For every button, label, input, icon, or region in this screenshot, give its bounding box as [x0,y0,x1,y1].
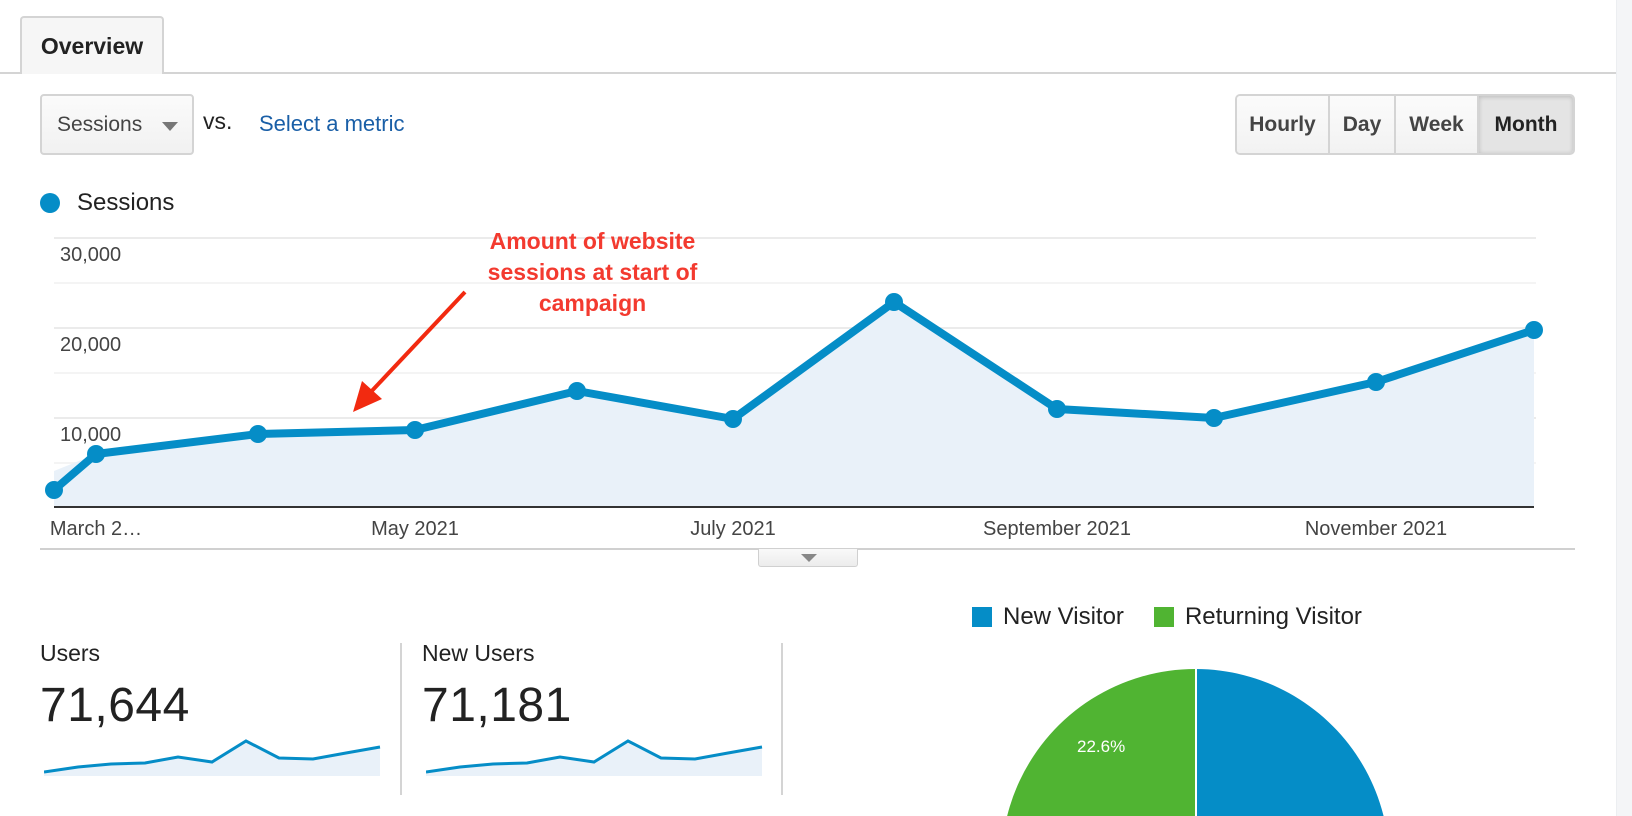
sessions-line-chart [45,237,1543,508]
legend-new-visitor[interactable]: New Visitor [972,603,1124,631]
stat-divider [781,643,783,795]
vs-label: vs. [203,108,233,134]
users-sparkline [44,739,381,776]
month-button[interactable]: Month [1479,96,1573,153]
chevron-down-icon [801,554,817,562]
sessions-legend-dot-icon [40,193,60,213]
day-button[interactable]: Day [1330,96,1396,153]
x-axis-label-july: July 2021 [690,518,776,540]
x-axis-label-may: May 2021 [371,518,459,540]
pie-slice-new-visitor [1196,669,1384,816]
granularity-toggle: Hourly Day Week Month [1235,94,1575,155]
metric-dropdown[interactable]: Sessions [40,94,194,155]
returning-visitor-pct: 22.6% [1077,737,1126,756]
metric-dropdown-value: Sessions [57,112,143,136]
y-axis-label-10000: 10,000 [60,424,122,446]
new-users-stat-label: New Users [422,640,535,666]
legend-returning-visitor[interactable]: Returning Visitor [1153,603,1362,631]
stat-divider [400,643,402,795]
chevron-down-icon [162,122,178,131]
week-button[interactable]: Week [1396,96,1479,153]
users-stat: Users 71,644 [40,640,381,776]
users-stat-value: 71,644 [40,679,190,732]
chart-legend: Sessions [40,189,174,217]
tab-bar: Overview [0,0,1616,74]
new-users-sparkline [426,739,763,776]
x-axis-label-march: March 2… [49,518,143,540]
new-visitor-swatch-icon [972,607,992,627]
tab-overview[interactable]: Overview [20,16,164,74]
new-users-stat: New Users 71,181 [422,640,763,776]
hourly-button[interactable]: Hourly [1237,96,1330,153]
page-scrollbar-track[interactable] [1616,0,1632,816]
new-users-stat-value: 71,181 [422,679,572,732]
collapse-chart-handle[interactable] [758,549,858,567]
sessions-data-points [45,293,1543,499]
x-axis-label-september: September 2021 [983,518,1131,540]
returning-visitor-swatch-icon [1153,607,1174,627]
campaign-annotation: Amount of website sessions at start of c… [487,228,698,316]
pie-slice-returning-visitor [1007,668,1196,816]
pie-legend: New Visitor Returning Visitor [972,603,1392,631]
y-axis-label-20000: 20,000 [60,334,122,356]
sessions-legend-label: Sessions [77,189,175,216]
y-axis-label-30000: 30,000 [60,244,122,266]
annotation-arrow-icon [353,290,467,412]
users-stat-label: Users [40,640,101,666]
x-axis-label-november: November 2021 [1304,518,1448,540]
select-metric-link[interactable]: Select a metric [259,111,405,136]
sessions-area [54,302,1534,507]
